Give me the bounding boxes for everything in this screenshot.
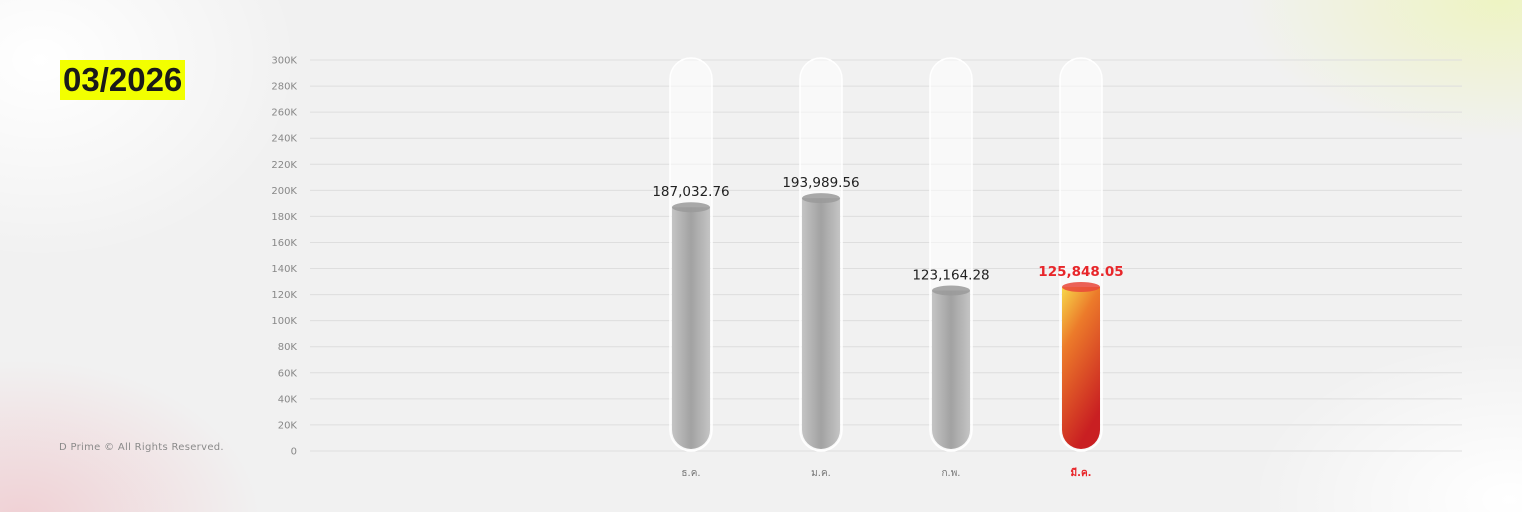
- value-label: 125,848.05: [1038, 264, 1123, 280]
- x-category-label: ธ.ค.: [681, 468, 700, 479]
- bar-top: [1062, 281, 1100, 292]
- y-tick-label: 260K: [271, 108, 297, 119]
- bar-top: [802, 193, 840, 204]
- x-category-label: ม.ค.: [811, 468, 831, 479]
- y-tick-label: 160K: [271, 238, 297, 249]
- x-category-label: มี.ค.: [1071, 467, 1092, 479]
- bar-group: 193,989.56 ม.ค.: [782, 57, 860, 479]
- copyright-text: D Prime © All Rights Reserved.: [59, 442, 224, 453]
- y-tick-label: 20K: [278, 420, 298, 431]
- bar-top: [672, 202, 710, 213]
- value-label: 187,032.76: [652, 184, 729, 200]
- bar: [802, 198, 840, 449]
- bar-group: 187,032.76 ธ.ค.: [652, 57, 730, 479]
- y-tick-label: 80K: [278, 342, 298, 353]
- y-tick-label: 200K: [271, 186, 297, 197]
- bar: [932, 290, 970, 449]
- bar-group: 125,848.05 มี.ค.: [1038, 57, 1124, 479]
- y-tick-label: 180K: [271, 212, 297, 223]
- y-tick-label: 0: [291, 447, 297, 458]
- period-label: 03/2026: [60, 60, 186, 100]
- y-tick-label: 60K: [278, 368, 298, 379]
- bar-top: [932, 285, 970, 296]
- y-tick-label: 300K: [271, 56, 297, 67]
- y-tick-label: 140K: [271, 264, 297, 275]
- y-tick-label: 40K: [278, 394, 298, 405]
- value-label: 193,989.56: [782, 175, 859, 191]
- y-tick-label: 220K: [271, 160, 297, 171]
- x-category-label: ก.พ.: [941, 468, 960, 479]
- y-tick-label: 100K: [271, 316, 297, 327]
- bar-group: 123,164.28 ก.พ.: [912, 57, 990, 479]
- y-tick-label: 240K: [271, 134, 297, 145]
- y-tick-label: 120K: [271, 290, 297, 301]
- y-tick-label: 280K: [271, 82, 297, 93]
- bar: [1062, 286, 1100, 449]
- bar: [672, 207, 710, 449]
- value-label: 123,164.28: [912, 267, 989, 283]
